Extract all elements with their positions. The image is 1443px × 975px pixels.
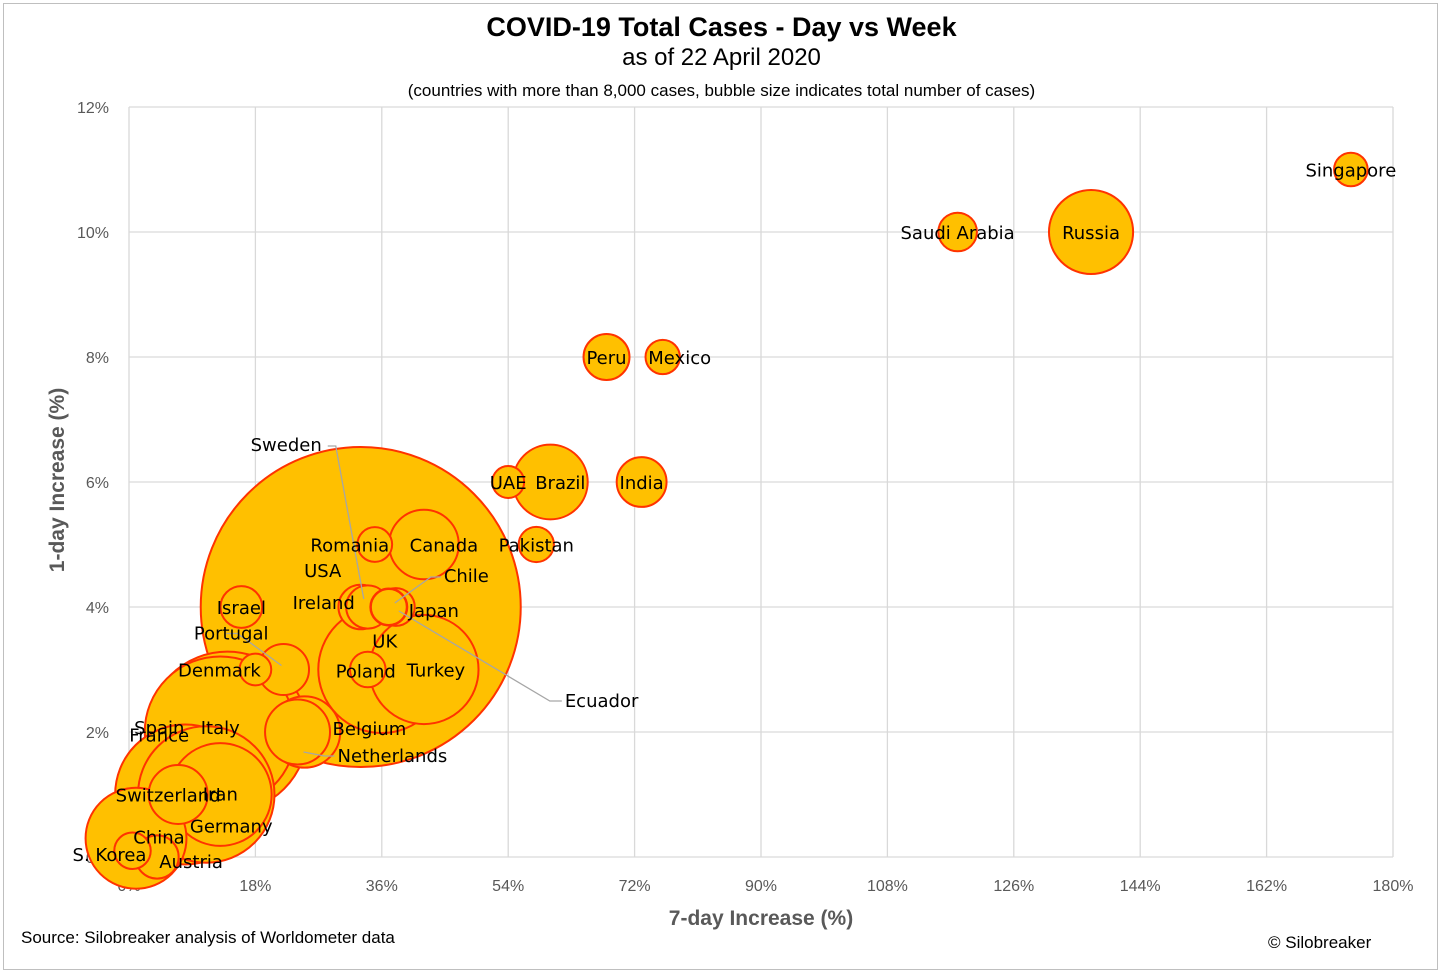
bubble-s-korea: [113, 831, 152, 870]
source-note: Source: Silobreaker analysis of Worldome…: [21, 928, 395, 947]
x-tick-label: 126%: [993, 878, 1034, 895]
bubble-russia: [1047, 188, 1135, 276]
x-tick-label: 54%: [492, 878, 524, 895]
label-israel: Israel: [217, 598, 266, 619]
label-chile: Chile: [444, 566, 489, 587]
bubble-israel: [219, 585, 264, 629]
label-poland: Poland: [336, 662, 396, 683]
label-saudi-arabia: Saudi Arabia: [901, 223, 1015, 244]
bubble-singapore: [1333, 151, 1369, 188]
label-peru: Peru: [586, 348, 626, 369]
label-brazil: Brazil: [535, 473, 585, 494]
y-tick-label: 4%: [86, 600, 109, 617]
bubble-netherlands: [264, 698, 332, 766]
bubble-poland: [348, 650, 387, 689]
label-netherlands: Netherlands: [338, 746, 448, 767]
y-tick-label: 10%: [77, 225, 109, 242]
bubbles: [84, 151, 1369, 890]
bubble-mexico: [644, 338, 681, 376]
x-tick-label: 162%: [1246, 878, 1287, 895]
leader-ecuador: [398, 610, 562, 702]
label-pakistan: Pakistan: [499, 536, 574, 557]
label-sweden: Sweden: [251, 435, 322, 456]
bubble-pakistan: [517, 525, 555, 564]
bubble-ecuador: [369, 588, 408, 626]
leader-chile: [394, 576, 441, 604]
label-singapore: Singapore: [1305, 161, 1396, 182]
label-spain: Spain: [134, 718, 184, 739]
x-tick-label: 90%: [745, 878, 777, 895]
x-tick-label: 72%: [619, 878, 651, 895]
label-s-korea: S. Korea: [73, 845, 147, 866]
label-turkey: Turkey: [406, 661, 466, 682]
bubble-romania: [356, 526, 394, 563]
label-iran: Iran: [203, 785, 238, 806]
leader-portugal: [226, 632, 282, 667]
bubble-india: [615, 456, 668, 508]
bubble-saudi-arabia: [937, 211, 978, 253]
bubble-labels: USA Spain Italy France Germany UK Turkey Iran Ch…: [73, 161, 1397, 874]
label-mexico: Mexico: [648, 348, 711, 369]
label-uk: UK: [372, 632, 398, 653]
label-austria: Austria: [159, 852, 223, 873]
bubble-peru: [582, 333, 631, 381]
y-tick-label: 2%: [86, 725, 109, 742]
leader-netherlands: [303, 751, 335, 757]
bubble-switzerland: [147, 764, 209, 825]
label-germany: Germany: [190, 817, 273, 838]
label-denmark: Denmark: [178, 661, 261, 682]
x-tick-label: 108%: [867, 878, 908, 895]
label-usa: USA: [304, 561, 342, 582]
y-tick-label: 8%: [86, 350, 109, 367]
label-belgium: Belgium: [333, 719, 407, 740]
label-portugal: Portugal: [194, 624, 269, 645]
label-uae: UAE: [490, 473, 527, 494]
x-tick-label: 144%: [1120, 878, 1161, 895]
label-canada: Canada: [410, 536, 479, 557]
leader-sweden: [327, 445, 365, 600]
chart-note: (countries with more than 8,000 cases, b…: [407, 81, 1036, 100]
label-russia: Russia: [1062, 223, 1120, 244]
x-axis-label: 7-day Increase (%): [669, 907, 853, 930]
x-tick-label: 180%: [1373, 878, 1414, 895]
label-switzerland: Switzerland: [116, 786, 221, 807]
leader-lines: [226, 445, 562, 757]
label-france: France: [129, 726, 189, 747]
bubble-denmark: [238, 652, 273, 687]
x-tick-label: 18%: [239, 878, 271, 895]
label-romania: Romania: [310, 536, 389, 557]
label-italy: Italy: [201, 718, 240, 739]
x-tick-label: 36%: [366, 878, 398, 895]
label-india: India: [620, 473, 664, 494]
chart-title: COVID-19 Total Cases - Day vs Week: [486, 12, 957, 42]
label-ireland: Ireland: [293, 593, 355, 614]
chart-frame: [3, 3, 1438, 970]
label-china: China: [133, 827, 184, 848]
y-tick-label: 12%: [77, 100, 109, 117]
label-japan: Japan: [408, 601, 459, 622]
bubble-uae: [491, 465, 526, 499]
y-tick-label: 6%: [86, 475, 109, 492]
copyright: © Silobreaker: [1268, 933, 1372, 952]
y-axis-label: 1-day Increase (%): [46, 388, 69, 572]
chart-subtitle: as of 22 April 2020: [622, 44, 821, 71]
label-ecuador: Ecuador: [565, 691, 639, 712]
